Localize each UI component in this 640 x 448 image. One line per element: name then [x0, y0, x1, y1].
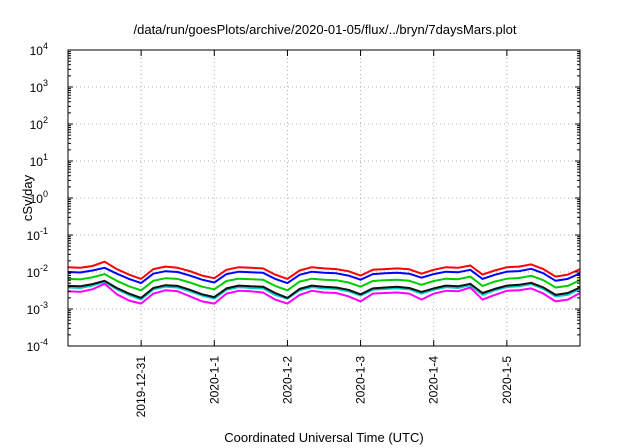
- y-tick-label: 100: [30, 189, 48, 206]
- y-tick-label: 10-4: [27, 337, 48, 354]
- y-tick-label: 10-2: [27, 263, 48, 280]
- y-tick-label: 102: [30, 115, 48, 132]
- series-line-1: [67, 260, 581, 280]
- series-line-3: [67, 273, 581, 292]
- y-axis-label: cSv/day: [20, 174, 35, 221]
- series-line-5: [67, 279, 581, 299]
- y-tick-label: 101: [30, 152, 48, 169]
- y-axis: 10-4 10-3 10-2 10-1 100 101 102 103 104: [27, 41, 580, 354]
- x-tick-label: 2020-1-2: [280, 356, 294, 404]
- y-tick-label: 103: [30, 78, 48, 95]
- x-tick-label: 2020-1-1: [207, 356, 221, 404]
- y-tick-label: 10-3: [27, 300, 48, 317]
- x-tick-label: 2019-12-31: [134, 356, 148, 418]
- y-tick-label: 104: [30, 41, 48, 58]
- series-line-4: [67, 280, 581, 301]
- x-tick-label: 2020-1-4: [427, 356, 441, 404]
- series-line-6: [67, 282, 581, 305]
- chart-title: /data/run/goesPlots/archive/2020-01-05/f…: [134, 22, 517, 37]
- x-axis: 2019-12-31 2020-1-1 2020-1-2 2020-1-3 2020-1…: [134, 50, 514, 417]
- series-line-2: [67, 266, 581, 285]
- series-group: [67, 260, 581, 305]
- x-axis-label: Coordinated Universal Time (UTC): [224, 430, 423, 445]
- x-tick-label: 2020-1-5: [500, 356, 514, 404]
- y-tick-label: 10-1: [27, 226, 48, 243]
- x-tick-label: 2020-1-3: [354, 356, 368, 404]
